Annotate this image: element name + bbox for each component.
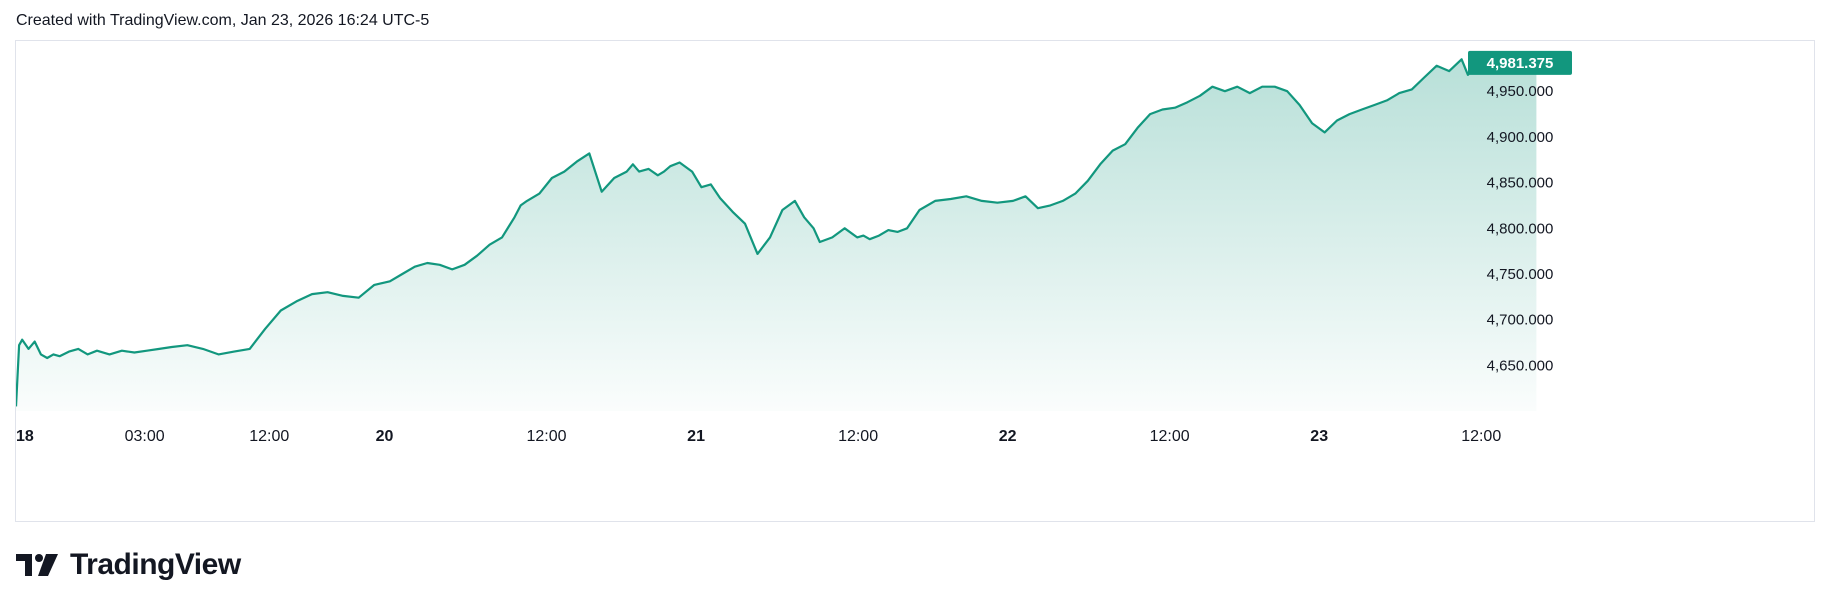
price-chart[interactable]: 4,650.000 4,700.000 4,750.000 4,800.000 4,85…	[14, 41, 1814, 521]
last-price-badge: 4,981.375	[1468, 50, 1572, 75]
tradingview-wordmark: TradingView	[70, 548, 241, 581]
y-axis[interactable]: 4,650.000 4,700.000 4,750.000 4,800.000 4,85…	[1487, 83, 1554, 374]
x-tick-label: 12:00	[249, 428, 289, 445]
last-price-label: 4,981.375	[1487, 55, 1554, 72]
x-tick-label: 22	[999, 428, 1017, 445]
y-tick-label: 4,650.000	[1487, 357, 1554, 374]
x-tick-label: 12:00	[1461, 428, 1501, 445]
tradingview-logo-icon	[16, 554, 58, 576]
y-tick-label: 4,900.000	[1487, 129, 1554, 146]
chart-frame[interactable]: 4,650.000 4,700.000 4,750.000 4,800.000 4,85…	[14, 40, 1815, 522]
y-tick-label: 4,950.000	[1487, 83, 1554, 100]
x-tick-label: 12:00	[527, 428, 567, 445]
x-tick-label: 23	[1310, 428, 1328, 445]
x-axis[interactable]: 18 03:00 12:00 20 12:00 21 12:00 22 12:00 23 12:00	[16, 428, 1501, 445]
x-tick-label: 18	[16, 428, 34, 445]
price-area-fill	[16, 59, 1537, 412]
x-tick-label: 12:00	[1150, 428, 1190, 445]
x-tick-label: 21	[687, 428, 705, 445]
y-tick-label: 4,700.000	[1487, 312, 1554, 329]
y-tick-label: 4,750.000	[1487, 266, 1554, 283]
y-tick-label: 4,800.000	[1487, 220, 1554, 237]
chart-attribution: Created with TradingView.com, Jan 23, 20…	[16, 12, 430, 29]
y-tick-label: 4,850.000	[1487, 175, 1554, 192]
tradingview-brand[interactable]: TradingView	[16, 548, 241, 582]
x-tick-label: 20	[376, 428, 394, 445]
price-line	[14, 58, 1537, 407]
x-tick-label: 03:00	[125, 428, 165, 445]
x-tick-label: 12:00	[838, 428, 878, 445]
